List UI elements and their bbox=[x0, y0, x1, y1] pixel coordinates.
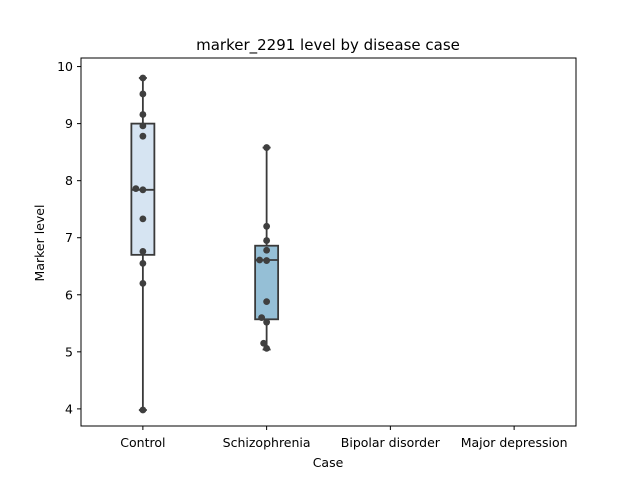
y-tick-label: 6 bbox=[65, 287, 73, 302]
y-tick-label: 4 bbox=[65, 401, 73, 416]
y-axis-label: Marker level bbox=[32, 205, 47, 282]
data-point bbox=[139, 259, 147, 267]
x-tick-label: Bipolar disorder bbox=[341, 435, 441, 450]
data-point bbox=[139, 248, 147, 255]
data-point bbox=[263, 222, 271, 230]
data-point bbox=[139, 215, 147, 223]
y-tick-label: 9 bbox=[65, 116, 73, 131]
data-point bbox=[263, 318, 271, 326]
data-point bbox=[260, 339, 268, 347]
data-point bbox=[263, 237, 271, 244]
y-tick-label: 8 bbox=[65, 173, 73, 188]
y-tick-label: 10 bbox=[57, 59, 73, 74]
y-tick-label: 5 bbox=[65, 344, 73, 359]
y-tick-label: 7 bbox=[65, 230, 73, 245]
data-point bbox=[139, 279, 147, 287]
data-point bbox=[263, 257, 271, 264]
data-point bbox=[263, 345, 271, 352]
data-point bbox=[139, 186, 147, 194]
data-point bbox=[263, 246, 271, 254]
x-axis-label: Case bbox=[313, 455, 344, 470]
data-point bbox=[256, 256, 264, 264]
data-point bbox=[139, 406, 147, 414]
data-point bbox=[263, 298, 271, 306]
x-tick-label: Major depression bbox=[461, 435, 568, 450]
chart-title: marker_2291 level by disease case bbox=[196, 36, 460, 55]
data-point bbox=[139, 122, 147, 130]
x-tick-label: Schizophrenia bbox=[223, 435, 311, 450]
plot-area: 4 5 6 7 8 9 10 Control Schizophrenia Bipolar diso… bbox=[57, 57, 577, 450]
data-point bbox=[139, 132, 147, 140]
data-point bbox=[139, 111, 147, 118]
data-point bbox=[139, 90, 147, 98]
plot-frame bbox=[80, 57, 577, 427]
data-point bbox=[263, 144, 271, 151]
data-point bbox=[258, 314, 266, 321]
data-point bbox=[139, 74, 147, 82]
x-tick-label: Control bbox=[120, 435, 165, 450]
data-point bbox=[132, 185, 140, 193]
